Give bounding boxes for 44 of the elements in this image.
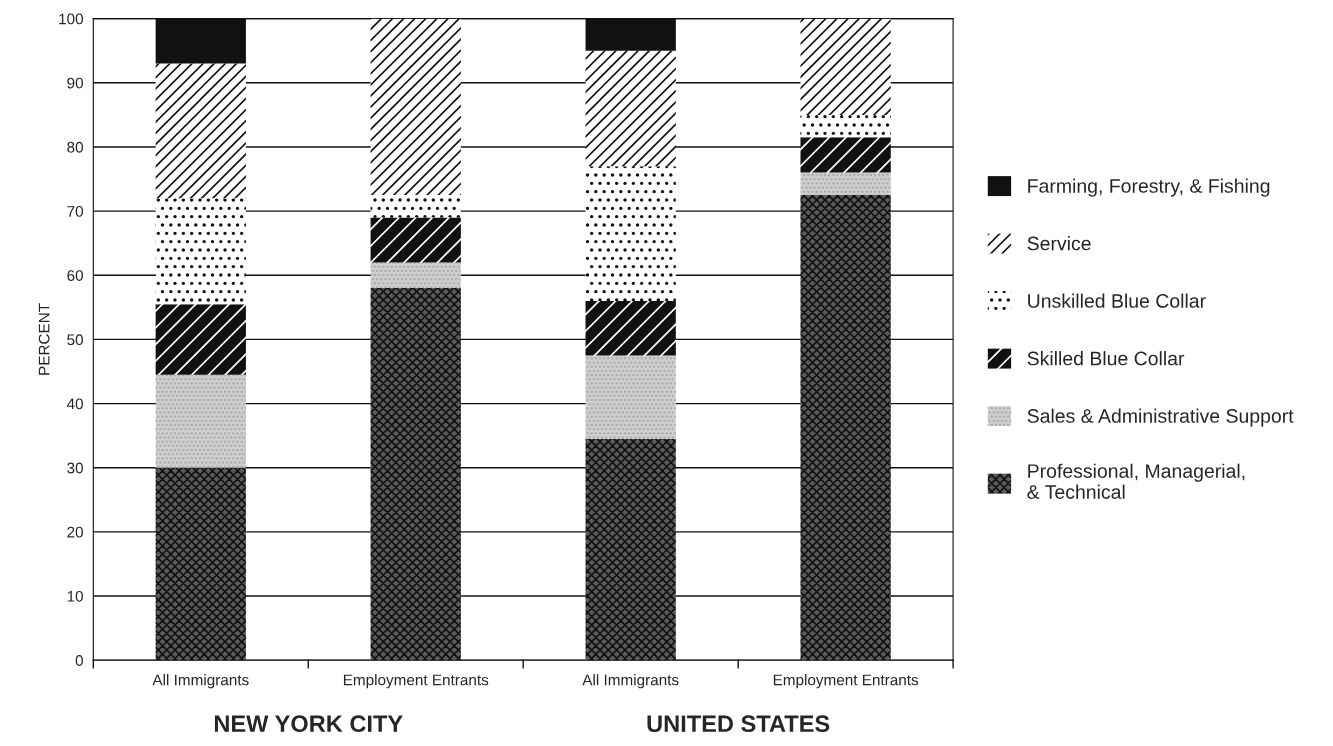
y-tick-label: 50	[67, 334, 83, 346]
x-tick-label: All Immigrants	[582, 674, 679, 689]
legend-label: Professional, Managerial, & Technical	[1027, 463, 1245, 499]
y-tick-label: 60	[67, 270, 83, 281]
bar	[155, 374, 246, 468]
bar	[585, 355, 676, 439]
bar	[370, 217, 461, 263]
y-tick-label: 40	[66, 398, 83, 410]
bar	[585, 300, 676, 356]
bar	[155, 467, 246, 661]
bar	[370, 18, 461, 196]
y-tick-label: 0	[75, 655, 83, 666]
legend-label: Sales & Administrative Support	[1027, 408, 1294, 427]
bar	[370, 262, 461, 289]
bar	[370, 195, 461, 218]
x-tick-label: Employment Entrants	[773, 674, 919, 689]
text: NEW YORK CITY	[214, 715, 403, 733]
y-tick-label: 20	[67, 526, 83, 538]
text: UNITED STATES	[647, 715, 830, 733]
bar	[800, 137, 891, 173]
bar	[585, 166, 676, 301]
y-tick-label: 70	[67, 205, 83, 217]
legend-label: Skilled Blue Collar	[1027, 351, 1185, 366]
legend-label: Unskilled Blue Collar	[1028, 293, 1206, 308]
y-tick-label: 90	[67, 77, 83, 89]
bar	[585, 438, 676, 661]
y-tick-label: 100	[59, 13, 83, 25]
bar	[155, 198, 246, 305]
legend-label: Farming, Forestry, & Fishing	[1028, 178, 1270, 197]
bar	[155, 304, 246, 375]
y-tick-label: 80	[67, 141, 83, 153]
bar	[800, 114, 891, 138]
bar	[370, 288, 461, 661]
y-tick-label: 30	[67, 462, 83, 474]
bar	[800, 172, 891, 196]
bar	[155, 63, 246, 199]
bar	[800, 18, 891, 115]
bar	[800, 195, 891, 661]
x-tick-label: All Immigrants	[152, 674, 249, 689]
bar	[585, 50, 676, 167]
x-tick-label: Employment Entrants	[343, 674, 489, 689]
y-tick-label: 10	[67, 590, 83, 602]
y-axis-title: PERCENT	[38, 303, 50, 375]
legend-label: Service	[1027, 236, 1091, 251]
